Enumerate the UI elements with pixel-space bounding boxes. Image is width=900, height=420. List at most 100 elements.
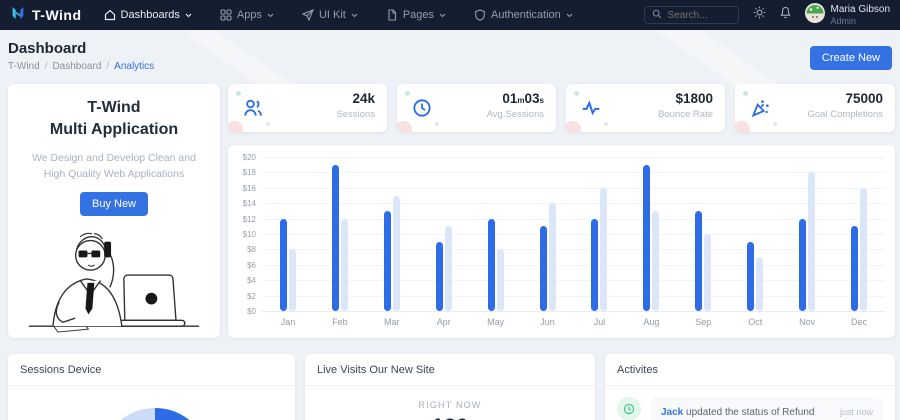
x-axis-tick: Jan (280, 317, 296, 327)
stat-card-sessions: 24k Sessions (228, 84, 387, 132)
avatar (804, 2, 825, 28)
nav-item-apps[interactable]: Apps (220, 9, 274, 21)
file-icon (386, 9, 398, 21)
x-axis-tick: Feb (332, 317, 348, 327)
stat-value: 75000 (845, 91, 883, 106)
theme-toggle-sun-icon[interactable] (753, 6, 766, 24)
buy-new-button[interactable]: Buy New (79, 191, 149, 216)
activity-item: Jack updated the status of Refund #1234 … (605, 386, 895, 420)
bar-primary-nov (799, 218, 807, 311)
bar-secondary-feb (340, 218, 348, 311)
users-icon (243, 98, 263, 123)
nav-item-dashboards[interactable]: Dashboards (104, 9, 192, 21)
gridline (262, 311, 885, 312)
activities-card: Activites Jack updated the status of Ref… (605, 354, 895, 420)
decorative-circle (397, 121, 412, 132)
y-axis-tick: $0 (247, 307, 256, 316)
send-icon (301, 9, 314, 21)
card-title: Sessions Device (8, 354, 295, 386)
user-role: Admin (830, 15, 857, 26)
person-at-laptop-illustration (22, 218, 206, 336)
bar-primary-jul (591, 218, 599, 311)
nav-item-label: Dashboards (120, 9, 180, 21)
search-input[interactable] (667, 9, 728, 21)
search-icon (652, 6, 662, 24)
decorative-dot (743, 91, 748, 96)
gridline (262, 264, 885, 266)
activity-bubble: Jack updated the status of Refund #1234 … (651, 397, 883, 420)
right-now-label: RIGHT NOW (418, 400, 482, 410)
activity-timestamp: just now (839, 407, 873, 417)
bar-secondary-mar (392, 195, 400, 311)
sessions-device-card: Sessions Device (8, 354, 295, 420)
stat-value: 01m03s (502, 91, 544, 106)
stat-value: 24k (352, 91, 375, 106)
bar-secondary-jul (600, 187, 608, 311)
create-new-button[interactable]: Create New (809, 46, 892, 70)
promo-title: T-Wind Multi Application (49, 99, 179, 138)
bar-secondary-jun (548, 203, 556, 311)
y-axis-tick: $14 (242, 199, 256, 209)
decorative-dot (236, 91, 241, 96)
notifications-bell-icon[interactable] (779, 6, 792, 24)
x-axis-tick: Oct (748, 317, 763, 327)
bar-secondary-oct (756, 257, 764, 311)
chevron-down-icon (439, 13, 446, 18)
bar-primary-jan (279, 218, 287, 311)
nav-item-authentication[interactable]: Authentication (474, 9, 573, 21)
user-menu[interactable]: Maria Gibson Admin (804, 2, 890, 28)
decorative-dot (574, 91, 579, 96)
stat-card-avg-sessions: 01m03s Avg.Sessions (397, 84, 556, 132)
clock-status-icon (617, 397, 641, 420)
y-axis-tick: $20 (242, 153, 256, 162)
x-axis-tick: Jul (593, 317, 606, 327)
analytics-bar-chart-card: $0 $2 $4 $6 $8 $10 $12 $14 $16 $18 $20 Jan Feb Mar Ap… (228, 145, 895, 338)
shield-icon (474, 9, 486, 21)
chevron-down-icon (267, 13, 274, 18)
chevron-down-icon (185, 13, 192, 18)
bar-secondary-nov (808, 172, 816, 311)
brand[interactable]: T-Wind (10, 5, 82, 26)
bar-secondary-dec (860, 187, 868, 311)
y-axis-tick: $16 (242, 183, 256, 193)
decorative-dot (405, 91, 410, 96)
stat-label: Bounce Rate (658, 109, 713, 120)
x-axis-tick: Dec (851, 317, 868, 327)
stat-card-goal-completions: 75000 Goal Completions (735, 84, 895, 132)
bar-secondary-aug (652, 210, 660, 311)
y-axis-tick: $18 (242, 168, 256, 178)
breadcrumb-item[interactable]: T-Wind (8, 61, 47, 72)
card-title: Activites (605, 354, 895, 386)
bar-primary-sep (695, 210, 703, 311)
stat-value: $1800 (675, 91, 713, 106)
gridline (262, 234, 885, 235)
live-visitor-count: 120 (305, 414, 595, 420)
nav-item-pages[interactable]: Pages (386, 9, 446, 21)
x-axis-tick: Mar (384, 317, 400, 327)
activity-icon (581, 98, 601, 123)
gridline (262, 295, 885, 297)
bar-primary-may (487, 218, 495, 311)
gridline (262, 172, 885, 174)
stat-card-bounce-rate: $1800 Bounce Rate (566, 84, 725, 132)
gridline (262, 203, 885, 205)
card-title: Live Visits Our New Site (305, 354, 595, 386)
y-axis-tick: $10 (242, 230, 256, 239)
promo-card: T-Wind Multi Application We Design and D… (8, 84, 220, 338)
bar-secondary-jan (288, 249, 296, 311)
breadcrumb-item-current: Analytics (114, 61, 155, 72)
decorative-dot (266, 122, 270, 126)
bar-primary-feb (331, 164, 339, 311)
bar-secondary-apr (444, 226, 452, 311)
y-axis-tick: $8 (247, 245, 256, 255)
y-axis-tick: $4 (247, 276, 256, 286)
activity-user-link[interactable]: Jack (661, 407, 684, 418)
y-axis-tick: $6 (247, 260, 256, 270)
gridline (262, 218, 885, 220)
search-box[interactable] (643, 6, 739, 24)
breadcrumb-item[interactable]: Dashboard (52, 61, 109, 72)
stat-label: Sessions (336, 109, 375, 120)
bar-primary-apr (435, 241, 443, 311)
nav-item-ui-kit[interactable]: UI Kit (301, 9, 358, 21)
grid-icon (220, 9, 232, 21)
